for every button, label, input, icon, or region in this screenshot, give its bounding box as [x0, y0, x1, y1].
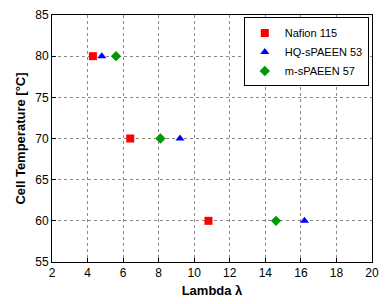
svg-text:18: 18	[330, 266, 344, 280]
svg-text:65: 65	[35, 173, 49, 187]
svg-text:Cell Temperature [°C]: Cell Temperature [°C]	[13, 72, 28, 204]
svg-text:8: 8	[155, 266, 162, 280]
svg-text:6: 6	[120, 266, 127, 280]
svg-text:Nafion 115: Nafion 115	[285, 27, 337, 39]
svg-text:16: 16	[294, 266, 308, 280]
svg-text:85: 85	[35, 8, 49, 22]
svg-text:Lambda λ: Lambda λ	[182, 283, 243, 298]
svg-text:55: 55	[35, 255, 49, 269]
svg-text:2: 2	[49, 266, 56, 280]
svg-text:m-sPAEEN 57: m-sPAEEN 57	[285, 65, 355, 77]
svg-text:12: 12	[223, 266, 237, 280]
svg-text:75: 75	[35, 91, 49, 105]
svg-text:60: 60	[35, 214, 49, 228]
svg-text:70: 70	[35, 132, 49, 146]
svg-text:4: 4	[84, 266, 91, 280]
svg-text:HQ-sPAEEN 53: HQ-sPAEEN 53	[285, 46, 362, 58]
svg-text:20: 20	[365, 266, 379, 280]
svg-text:80: 80	[35, 49, 49, 63]
svg-text:14: 14	[259, 266, 273, 280]
svg-text:10: 10	[188, 266, 202, 280]
